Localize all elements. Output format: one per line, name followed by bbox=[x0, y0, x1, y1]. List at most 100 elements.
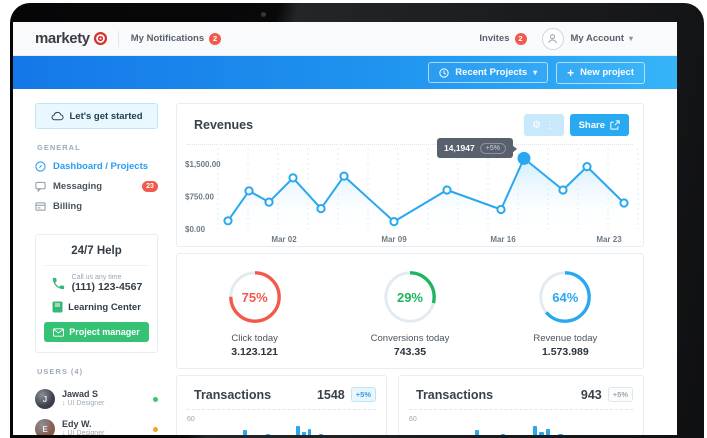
gear-icon: ⚙ bbox=[532, 119, 542, 131]
phone-icon bbox=[52, 277, 64, 290]
user-row[interactable]: J Jawad S ↓ UI Designer bbox=[35, 384, 158, 414]
project-manager-label: Project manager bbox=[69, 327, 140, 337]
donut-chart-revenue bbox=[539, 271, 592, 323]
person-icon bbox=[548, 34, 557, 44]
tooltip-value: 14,1947 bbox=[444, 143, 475, 153]
top-header: markety My Notifications 2 Invites 2 bbox=[13, 22, 677, 56]
revenues-title: Revenues bbox=[194, 118, 254, 132]
sidebar-item-messaging[interactable]: Messaging 23 bbox=[35, 176, 158, 196]
user-avatar: E bbox=[35, 419, 55, 435]
donut-percent: 64% bbox=[552, 289, 579, 305]
svg-text:Mar 23: Mar 23 bbox=[596, 235, 622, 244]
new-project-button[interactable]: + New project bbox=[556, 61, 645, 84]
kpi-value: 743.35 bbox=[393, 346, 427, 358]
help-title: 24/7 Help bbox=[44, 245, 149, 266]
sidebar-item-dashboard[interactable]: Dashboard / Projects bbox=[35, 156, 158, 176]
card-separator bbox=[187, 144, 633, 145]
project-manager-button[interactable]: Project manager bbox=[44, 322, 149, 342]
invites-badge: 2 bbox=[514, 32, 527, 45]
notifications-badge: 2 bbox=[209, 32, 222, 45]
main-content: Revenues ⚙ ⋮ Share bbox=[176, 89, 644, 435]
sidebar-item-billing[interactable]: Billing bbox=[35, 196, 158, 216]
learning-center-link[interactable]: Learning Center bbox=[44, 301, 149, 313]
user-row[interactable]: E Edy W. ↓ UI Designer bbox=[35, 414, 158, 435]
sidebar-item-label: Messaging bbox=[53, 180, 103, 192]
users-list: J Jawad S ↓ UI Designer E Edy W. ↓ UI De… bbox=[35, 384, 158, 435]
tooltip-delta-badge: +5% bbox=[479, 142, 506, 154]
recent-projects-button[interactable]: Recent Projects ▾ bbox=[428, 62, 549, 83]
y-axis-label: 60 bbox=[409, 416, 417, 423]
recent-projects-label: Recent Projects bbox=[455, 67, 528, 78]
card-separator bbox=[187, 409, 376, 410]
bar bbox=[295, 426, 300, 435]
kpi-label: Revenue today bbox=[533, 333, 598, 344]
svg-text:Mar 02: Mar 02 bbox=[271, 235, 297, 244]
help-card: 24/7 Help Call us any time (111) 123-456… bbox=[35, 234, 158, 353]
bar bbox=[500, 434, 506, 435]
call-hint: Call us any time bbox=[71, 274, 122, 281]
dashboard-screen: markety My Notifications 2 Invites 2 bbox=[13, 22, 677, 435]
plus-icon: + bbox=[567, 65, 575, 80]
svg-text:$1,500.00: $1,500.00 bbox=[185, 160, 221, 169]
chart-settings-button[interactable]: ⚙ ⋮ bbox=[523, 114, 564, 136]
header-divider bbox=[117, 30, 119, 47]
action-bar: Recent Projects ▾ + New project bbox=[13, 56, 677, 89]
role-arrow-icon: ↓ bbox=[62, 400, 66, 408]
get-started-button[interactable]: Let's get started bbox=[35, 103, 158, 129]
cloud-icon bbox=[51, 111, 64, 121]
bar bbox=[539, 432, 544, 435]
invites-link[interactable]: Invites 2 bbox=[479, 32, 527, 45]
notifications-label: My Notifications bbox=[130, 33, 205, 44]
bar bbox=[319, 434, 324, 435]
bar bbox=[307, 429, 312, 435]
sidebar-item-label: Dashboard / Projects bbox=[53, 160, 149, 172]
sidebar: Let's get started GENERAL Dashboard / Pr… bbox=[35, 89, 158, 435]
transactions-card-2: Transactions 943 +5% 60 bbox=[398, 375, 644, 435]
target-logo-icon bbox=[93, 31, 107, 46]
donut-percent: 75% bbox=[241, 289, 268, 305]
learning-center-label: Learning Center bbox=[68, 301, 141, 313]
line-chart-svg[interactable]: $1,500.00 $750.00 $0.00 Mar 02 Mar 09 Mar 16 M… bbox=[183, 145, 639, 247]
chart-tooltip: 14,1947 +5% bbox=[437, 138, 517, 158]
user-name: Jawad S bbox=[62, 389, 99, 399]
get-started-label: Let's get started bbox=[69, 110, 143, 122]
kpi-value: 3.123.121 bbox=[231, 346, 279, 358]
general-heading: GENERAL bbox=[37, 143, 81, 152]
transactions-total: 1548 bbox=[316, 387, 345, 402]
status-dot bbox=[153, 396, 158, 402]
webcam-dot bbox=[261, 12, 266, 17]
svg-text:$0.00: $0.00 bbox=[185, 225, 206, 234]
kpi-donuts-card: 75% Click today 3.123.121 29% Conversion… bbox=[176, 253, 644, 369]
svg-text:Mar 16: Mar 16 bbox=[490, 235, 516, 244]
billing-card-icon bbox=[35, 201, 46, 211]
phone-number: (111) 123-4567 bbox=[71, 281, 143, 293]
user-name: Edy W. bbox=[62, 419, 92, 429]
bar bbox=[242, 430, 247, 435]
logo[interactable]: markety bbox=[35, 30, 108, 47]
messaging-badge: 23 bbox=[142, 180, 158, 192]
new-project-label: New project bbox=[580, 67, 634, 78]
envelope-icon bbox=[53, 327, 65, 337]
users-heading: USERS (4) bbox=[37, 367, 84, 376]
share-export-icon bbox=[610, 120, 620, 130]
my-account-dropdown[interactable]: My Account ▾ bbox=[571, 33, 634, 44]
my-account-label: My Account bbox=[570, 33, 624, 44]
bar bbox=[301, 432, 306, 435]
bar bbox=[558, 434, 563, 435]
revenue-chart[interactable]: 14,1947 +5% $1,500.00 $750.00 $0.00 Mar 02 M… bbox=[183, 138, 639, 247]
notifications-link[interactable]: My Notifications 2 bbox=[130, 32, 222, 45]
bar bbox=[475, 430, 480, 435]
chevron-down-icon: ▾ bbox=[533, 67, 538, 77]
call-row[interactable]: Call us any time (111) 123-4567 bbox=[44, 274, 149, 293]
user-avatar: J bbox=[35, 389, 55, 409]
donut-chart-clicks bbox=[228, 271, 281, 323]
delta-badge: +5% bbox=[607, 387, 633, 402]
avatar[interactable] bbox=[541, 27, 564, 50]
donut-percent: 29% bbox=[396, 289, 423, 305]
mini-bar-chart bbox=[202, 416, 376, 435]
donut-chart-conversions bbox=[384, 271, 436, 323]
share-button[interactable]: Share bbox=[569, 114, 629, 136]
kpi-value: 1.573.989 bbox=[541, 346, 589, 358]
kpi-conversions: 29% Conversions today 743.35 bbox=[332, 254, 487, 358]
